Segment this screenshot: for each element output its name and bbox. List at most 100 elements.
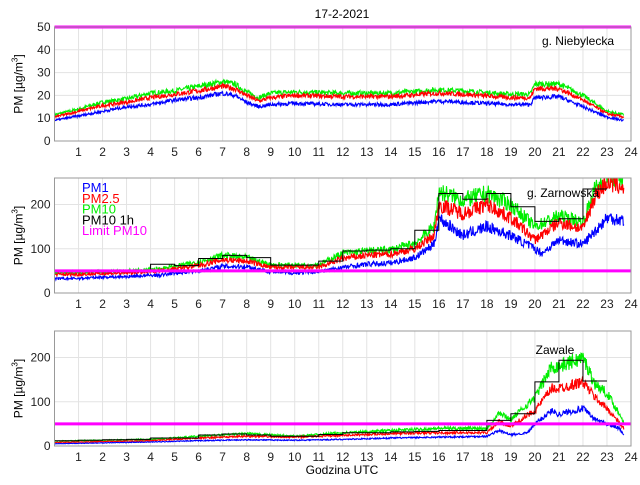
x-tick-label: 9 — [267, 450, 274, 464]
series-pm25 — [54, 376, 625, 444]
x-tick-label: 13 — [360, 450, 374, 464]
x-tick-label: 19 — [504, 450, 518, 464]
y-tick-label: 0 — [44, 134, 51, 148]
x-tick-label: 22 — [576, 450, 590, 464]
y-tick-label: 20 — [37, 88, 51, 102]
x-tick-label: 16 — [432, 450, 446, 464]
station-label: Zawale — [536, 343, 575, 357]
x-tick-label: 15 — [408, 450, 422, 464]
x-tick-label: 1 — [75, 145, 82, 159]
x-tick-label: 24 — [624, 297, 638, 311]
x-tick-label: 2 — [99, 297, 106, 311]
x-tick-label: 5 — [171, 145, 178, 159]
x-tick-label: 18 — [480, 145, 494, 159]
legend-entry: Limit PM10 — [82, 223, 147, 238]
axes-box — [54, 177, 632, 294]
x-tick-label: 6 — [195, 145, 202, 159]
x-tick-label: 2 — [99, 450, 106, 464]
x-tick-label: 13 — [360, 297, 374, 311]
x-tick-label: 20 — [528, 297, 542, 311]
x-tick-label: 5 — [171, 297, 178, 311]
series-pm1 — [54, 213, 625, 282]
x-tick-label: 22 — [576, 145, 590, 159]
x-tick-label: 7 — [219, 450, 226, 464]
legend-entry: PM1 — [82, 180, 109, 195]
x-tick-label: 19 — [504, 297, 518, 311]
x-tick-label: 7 — [219, 145, 226, 159]
panel-3: 1 2 3 4 5 6 7 8 9 10 11 12 13 14 15 16 17 18 19 20 21 22 23 240… — [11, 330, 638, 464]
station-label: g. Niebylecka — [542, 34, 614, 48]
x-tick-label: 18 — [480, 297, 494, 311]
y-tick-label: 30 — [37, 66, 51, 80]
y-axis-label: PM [µg/m3] — [11, 206, 26, 265]
y-tick-label: 50 — [37, 20, 51, 34]
x-tick-label: 24 — [624, 450, 638, 464]
x-tick-label: 9 — [267, 145, 274, 159]
y-tick-label: 200 — [30, 198, 50, 212]
x-tick-label: 1 — [75, 450, 82, 464]
legend-entry: PM2.5 — [82, 191, 120, 206]
series-pm10 — [54, 78, 625, 117]
x-tick-label: 17 — [456, 297, 470, 311]
x-tick-label: 21 — [552, 450, 566, 464]
x-tick-label: 23 — [600, 297, 614, 311]
x-tick-label: 11 — [312, 145, 325, 159]
panel-1: 1 2 3 4 5 6 7 8 9 10 11 12 13 14 15 16 17 18 19 20 21 22 23 240… — [11, 20, 638, 159]
x-tick-label: 20 — [528, 145, 542, 159]
x-tick-label: 24 — [624, 145, 638, 159]
x-tick-label: 7 — [219, 297, 226, 311]
x-tick-label: 21 — [552, 145, 566, 159]
x-tick-label: 4 — [147, 145, 154, 159]
x-tick-label: 13 — [360, 145, 374, 159]
x-tick-label: 22 — [576, 297, 590, 311]
y-tick-label: 0 — [44, 439, 51, 453]
x-tick-label: 23 — [600, 450, 614, 464]
x-axis-label: Godzina UTC — [306, 463, 379, 477]
x-tick-label: 6 — [195, 297, 202, 311]
x-tick-label: 21 — [552, 297, 566, 311]
y-tick-label: 100 — [30, 242, 50, 256]
x-tick-label: 19 — [504, 145, 518, 159]
chart-title: 17-2-2021 — [315, 7, 370, 21]
plot-lines — [54, 352, 625, 445]
series-pm10-1h — [54, 188, 607, 273]
x-tick-label: 4 — [147, 297, 154, 311]
y-tick-label: 200 — [30, 351, 50, 365]
x-tick-label: 14 — [384, 450, 398, 464]
x-tick-label: 8 — [243, 297, 250, 311]
y-axis-label: PM [µg/m3] — [11, 359, 26, 418]
x-tick-label: 3 — [123, 450, 130, 464]
x-tick-label: 18 — [480, 450, 494, 464]
x-tick-label: 8 — [243, 450, 250, 464]
x-tick-label: 17 — [456, 450, 470, 464]
x-tick-label: 10 — [288, 450, 302, 464]
x-tick-label: 3 — [123, 297, 130, 311]
series-pm1 — [54, 405, 625, 445]
axes-box — [54, 26, 632, 142]
x-tick-label: 14 — [384, 145, 398, 159]
x-tick-label: 12 — [336, 450, 350, 464]
y-tick-label: 40 — [37, 43, 51, 57]
series-pm25 — [54, 82, 625, 119]
x-tick-label: 6 — [195, 450, 202, 464]
series-pm10 — [54, 178, 624, 277]
series-pm1 — [54, 90, 625, 123]
x-tick-label: 10 — [288, 297, 302, 311]
x-tick-label: 10 — [288, 145, 302, 159]
x-tick-label: 5 — [171, 450, 178, 464]
series-pm10-1h — [54, 359, 607, 442]
x-tick-label: 14 — [384, 297, 398, 311]
y-tick-label: 100 — [30, 395, 50, 409]
x-tick-label: 17 — [456, 145, 470, 159]
x-tick-label: 9 — [267, 297, 274, 311]
x-tick-label: 8 — [243, 145, 250, 159]
legend-entry: PM10 — [82, 202, 116, 217]
x-tick-label: 16 — [432, 297, 446, 311]
legend-entry: PM10 1h — [82, 212, 134, 227]
x-tick-label: 12 — [336, 145, 350, 159]
plot-lines — [54, 78, 625, 123]
x-tick-label: 2 — [99, 145, 106, 159]
x-tick-label: 12 — [336, 297, 350, 311]
